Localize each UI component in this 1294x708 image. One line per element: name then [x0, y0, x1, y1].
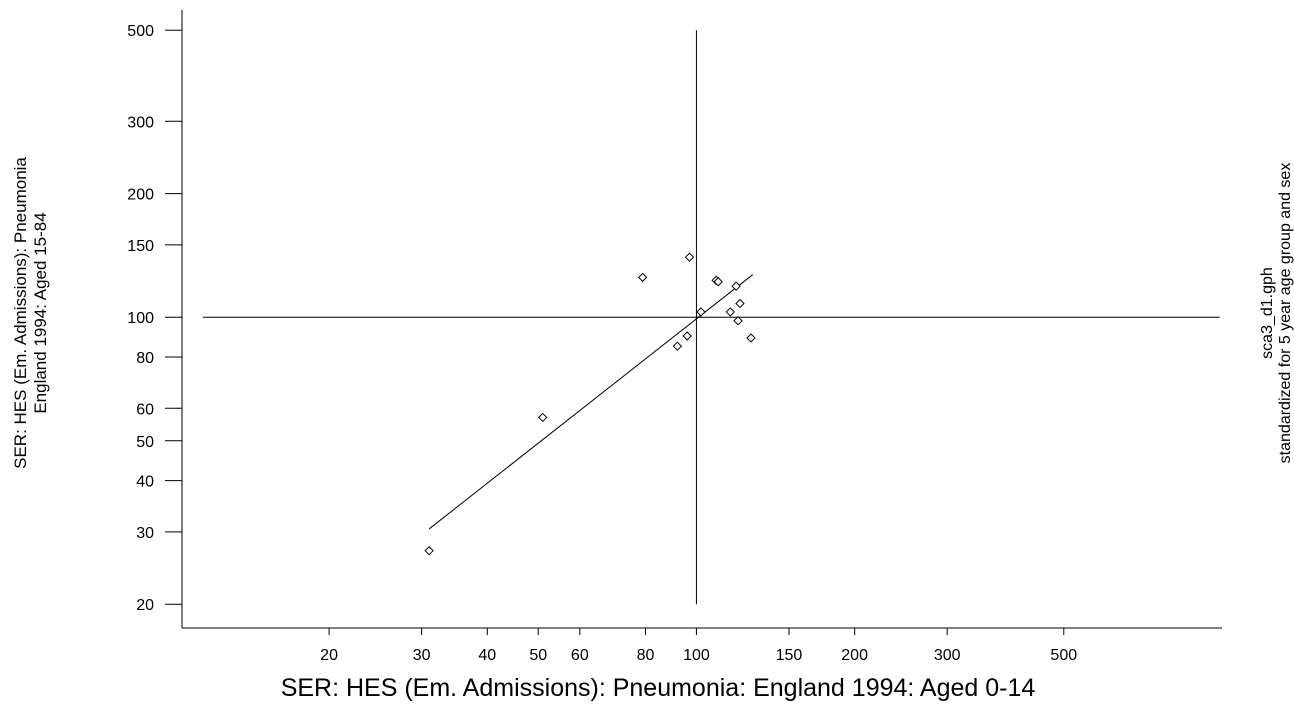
y-ticks: 20 30 40 50 60 80 100 150 200 300 500: [127, 23, 182, 614]
x-ticks: 20 30 40 50 60 80 100 150 200 300 500: [320, 628, 1077, 664]
right-note-line-1: sca3_d1.gph: [1259, 267, 1276, 359]
y-tick-label: 40: [136, 474, 154, 491]
data-point: [733, 316, 743, 326]
y-tick-label: 60: [136, 401, 154, 418]
x-tick-label: 150: [776, 647, 803, 664]
data-point: [538, 412, 548, 423]
x-tick-label: 80: [637, 647, 655, 664]
x-tick-label: 60: [571, 647, 589, 664]
data-point: [424, 545, 434, 556]
data-point: [725, 307, 736, 317]
y-tick-label: 100: [127, 310, 154, 327]
y-axis-title: SER: HES (Em. Admissions): Pneumonia Eng…: [11, 157, 50, 469]
y-tick-label: 300: [127, 114, 154, 131]
x-tick-label: 300: [934, 647, 961, 664]
right-note: sca3_d1.gph standardized for 5 year age …: [1259, 163, 1294, 464]
data-point: [735, 298, 745, 309]
right-note-line-2: standardized for 5 year age group and se…: [1277, 163, 1294, 464]
data-point: [637, 272, 648, 283]
y-axis-title-line-2: England 1994: Aged 15-84: [31, 212, 50, 413]
y-tick-label: 200: [127, 187, 154, 204]
y-tick-label: 500: [127, 23, 154, 40]
x-tick-label: 500: [1050, 647, 1077, 664]
fit-line-group: [428, 274, 754, 530]
y-axis-title-line-1: SER: HES (Em. Admissions): Pneumonia: [11, 157, 30, 469]
x-tick-label: 30: [413, 647, 431, 664]
data-point: [672, 341, 683, 351]
x-tick-label: 200: [841, 647, 868, 664]
y-tick-label: 30: [136, 525, 154, 542]
x-tick-label: 100: [683, 647, 710, 664]
y-tick-label: 80: [136, 350, 154, 367]
x-tick-label: 40: [478, 647, 496, 664]
x-tick-label: 50: [529, 647, 547, 664]
x-tick-label: 20: [320, 647, 338, 664]
fit-line: [428, 274, 754, 530]
y-tick-label: 50: [136, 434, 154, 451]
axes: [181, 10, 1222, 629]
data-point: [713, 277, 723, 287]
x-axis-title: SER: HES (Em. Admissions): Pneumonia: En…: [281, 674, 1036, 702]
data-point: [696, 307, 706, 317]
data-point: [682, 331, 692, 341]
y-tick-label: 20: [136, 597, 154, 614]
data-point: [731, 281, 741, 291]
data-point: [684, 252, 695, 262]
reference-lines: [202, 30, 1220, 605]
data-points: [424, 252, 756, 556]
data-point: [746, 333, 756, 343]
y-tick-label: 150: [127, 238, 154, 255]
